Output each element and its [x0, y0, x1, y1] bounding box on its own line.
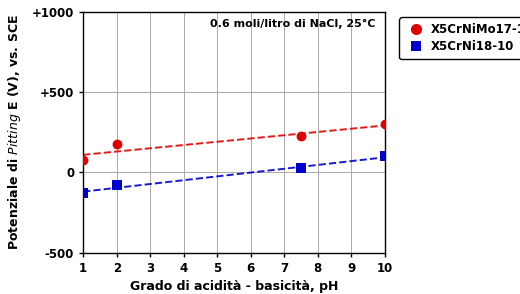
Y-axis label: Potenziale di $\mathit{Pitting}$ E (V), vs. SCE: Potenziale di $\mathit{Pitting}$ E (V), …	[6, 14, 23, 250]
Text: 0.6 moli/litro di NaCl, 25°C: 0.6 moli/litro di NaCl, 25°C	[210, 19, 376, 29]
Point	[79, 158, 87, 163]
Point	[297, 166, 305, 171]
Legend: X5CrNiMo17-12-2, X5CrNi18-10: X5CrNiMo17-12-2, X5CrNi18-10	[399, 17, 520, 59]
Point	[79, 191, 87, 196]
Point	[297, 134, 305, 139]
X-axis label: Grado di acidità - basicità, pH: Grado di acidità - basicità, pH	[130, 280, 338, 293]
Point	[381, 154, 389, 159]
Point	[381, 122, 389, 127]
Point	[112, 183, 121, 188]
Point	[112, 142, 121, 147]
